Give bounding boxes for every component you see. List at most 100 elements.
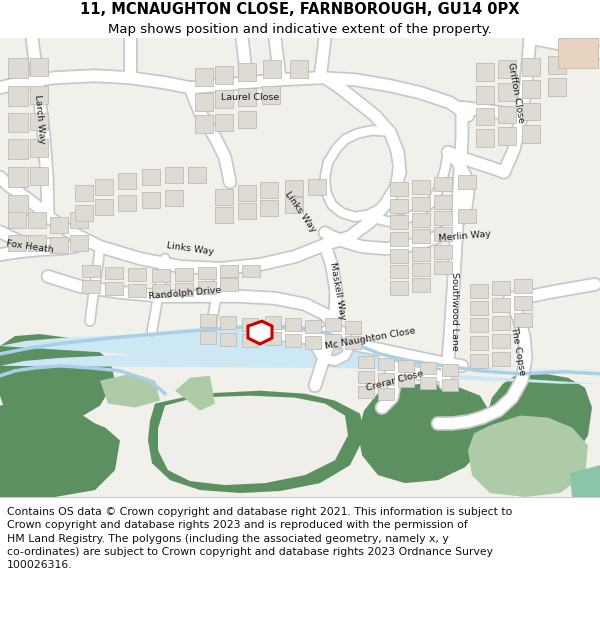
Polygon shape — [28, 235, 46, 251]
Polygon shape — [175, 376, 215, 411]
Polygon shape — [0, 326, 600, 384]
Polygon shape — [238, 185, 256, 201]
Polygon shape — [238, 63, 256, 81]
Polygon shape — [492, 352, 510, 366]
Polygon shape — [242, 264, 260, 278]
Polygon shape — [215, 114, 233, 131]
Polygon shape — [198, 281, 216, 294]
Polygon shape — [442, 364, 458, 376]
Polygon shape — [75, 205, 93, 221]
Polygon shape — [285, 334, 301, 347]
Polygon shape — [105, 266, 123, 279]
Polygon shape — [8, 212, 26, 228]
Polygon shape — [215, 189, 233, 205]
Polygon shape — [485, 374, 592, 477]
Polygon shape — [263, 60, 281, 78]
Text: The Copse: The Copse — [509, 326, 527, 376]
Polygon shape — [75, 185, 93, 201]
Polygon shape — [70, 212, 88, 228]
Polygon shape — [420, 362, 436, 374]
Polygon shape — [265, 332, 281, 345]
Polygon shape — [548, 56, 566, 74]
Polygon shape — [476, 129, 494, 148]
Polygon shape — [8, 58, 28, 78]
Polygon shape — [442, 379, 458, 391]
Text: Contains OS data © Crown copyright and database right 2021. This information is : Contains OS data © Crown copyright and d… — [7, 508, 512, 570]
Polygon shape — [285, 197, 303, 213]
Text: Links Way: Links Way — [283, 190, 317, 234]
Polygon shape — [390, 281, 408, 296]
Polygon shape — [498, 106, 516, 124]
Polygon shape — [458, 209, 476, 222]
Polygon shape — [476, 63, 494, 81]
Polygon shape — [412, 213, 430, 227]
Polygon shape — [152, 284, 170, 298]
Polygon shape — [434, 261, 452, 274]
Polygon shape — [142, 169, 160, 185]
Polygon shape — [95, 199, 113, 215]
Polygon shape — [522, 80, 540, 98]
Polygon shape — [514, 296, 532, 310]
Polygon shape — [570, 465, 600, 497]
Polygon shape — [238, 88, 256, 106]
Polygon shape — [492, 334, 510, 348]
Polygon shape — [434, 227, 452, 241]
Polygon shape — [215, 66, 233, 84]
Polygon shape — [30, 86, 48, 104]
Polygon shape — [238, 203, 256, 219]
Polygon shape — [390, 232, 408, 246]
Polygon shape — [390, 182, 408, 196]
Polygon shape — [30, 58, 48, 76]
Polygon shape — [175, 283, 193, 296]
Polygon shape — [285, 180, 303, 196]
Polygon shape — [498, 60, 516, 78]
Polygon shape — [470, 318, 488, 332]
Polygon shape — [358, 386, 374, 398]
Polygon shape — [215, 207, 233, 222]
Polygon shape — [498, 127, 516, 145]
Polygon shape — [305, 336, 321, 349]
Polygon shape — [220, 264, 238, 278]
Polygon shape — [238, 111, 256, 128]
Polygon shape — [195, 116, 213, 133]
Polygon shape — [390, 199, 408, 213]
Polygon shape — [165, 167, 183, 183]
Polygon shape — [262, 86, 280, 104]
Polygon shape — [358, 371, 374, 382]
Polygon shape — [458, 175, 476, 189]
Polygon shape — [175, 269, 193, 281]
Polygon shape — [412, 180, 430, 194]
Polygon shape — [50, 217, 68, 232]
Polygon shape — [0, 401, 95, 487]
Polygon shape — [8, 139, 28, 159]
Polygon shape — [50, 237, 68, 252]
Polygon shape — [476, 107, 494, 126]
Polygon shape — [8, 86, 28, 106]
Text: Southwood Lane: Southwood Lane — [451, 272, 460, 351]
Polygon shape — [470, 301, 488, 315]
Text: Randolph Drive: Randolph Drive — [148, 286, 222, 301]
Polygon shape — [28, 212, 46, 228]
Polygon shape — [412, 197, 430, 211]
Polygon shape — [8, 235, 26, 251]
Text: Map shows position and indicative extent of the property.: Map shows position and indicative extent… — [108, 23, 492, 36]
Polygon shape — [0, 38, 600, 497]
Polygon shape — [82, 264, 100, 278]
Polygon shape — [476, 86, 494, 104]
Polygon shape — [412, 262, 430, 276]
Polygon shape — [378, 372, 394, 385]
Polygon shape — [412, 247, 430, 261]
Polygon shape — [378, 358, 394, 370]
Polygon shape — [345, 336, 361, 349]
Polygon shape — [128, 269, 146, 281]
Polygon shape — [165, 190, 183, 206]
Polygon shape — [434, 244, 452, 259]
Polygon shape — [514, 313, 532, 327]
Polygon shape — [470, 354, 488, 368]
Text: Merlin Way: Merlin Way — [439, 230, 491, 244]
Polygon shape — [492, 281, 510, 296]
Polygon shape — [152, 269, 170, 282]
Polygon shape — [8, 195, 28, 215]
Polygon shape — [290, 60, 308, 78]
Polygon shape — [398, 360, 414, 372]
